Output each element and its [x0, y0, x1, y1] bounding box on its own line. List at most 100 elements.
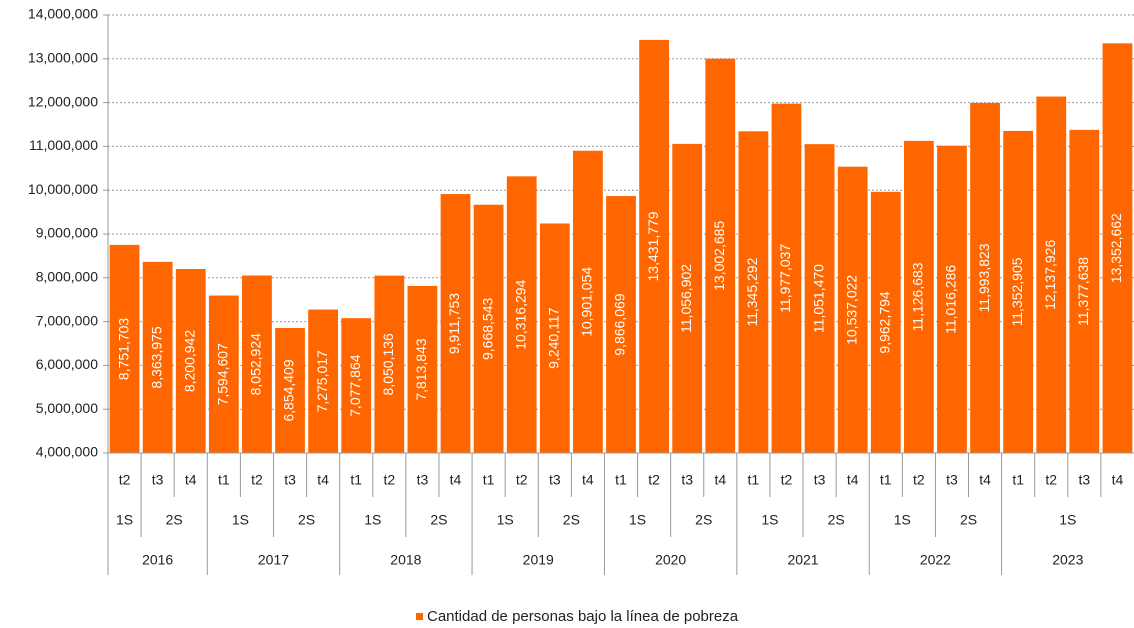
value-label: 13,431,779: [645, 211, 661, 281]
bar: [639, 39, 669, 453]
bar: [407, 285, 438, 453]
bar: [837, 166, 868, 453]
bar: [1069, 129, 1100, 454]
bar: [506, 176, 537, 454]
semester-label: 2S: [960, 512, 977, 528]
x-tick-label: t4: [317, 472, 329, 488]
y-tick-label: 8,000,000: [36, 269, 98, 285]
x-tick-label: t4: [450, 472, 462, 488]
semester-label: 2S: [828, 512, 845, 528]
bar: [1036, 96, 1067, 453]
value-label: 11,051,470: [810, 264, 826, 333]
x-tick-label: t4: [582, 472, 594, 488]
value-label: 8,200,942: [181, 330, 197, 392]
value-label: 7,813,843: [413, 338, 429, 400]
bar: [341, 318, 372, 453]
y-tick-label: 14,000,000: [28, 6, 98, 22]
x-tick-label: t1: [748, 472, 760, 488]
y-tick-label: 9,000,000: [36, 225, 98, 241]
semester-label: 1S: [894, 512, 911, 528]
legend-label: Cantidad de personas bajo la línea de po…: [427, 608, 739, 625]
value-label: 11,993,823: [976, 243, 992, 312]
bar: [573, 150, 603, 454]
bar: [771, 103, 802, 454]
value-label: 10,316,294: [512, 279, 528, 349]
year-label: 2017: [258, 552, 289, 568]
bar: [142, 261, 173, 453]
bar: [473, 204, 504, 453]
x-tick-label: t4: [714, 472, 726, 488]
x-tick-label: t4: [979, 472, 991, 488]
value-label: 9,240,117: [546, 307, 562, 368]
bar: [937, 145, 967, 453]
semester-label: 1S: [116, 512, 133, 528]
bar: [440, 194, 471, 453]
x-tick-label: t3: [152, 472, 164, 488]
bar: [870, 191, 901, 453]
value-label: 11,977,037: [777, 244, 793, 313]
value-label: 9,866,069: [612, 293, 628, 355]
x-tick-label: t4: [185, 472, 197, 488]
semester-label: 2S: [166, 512, 183, 528]
year-label: 2018: [390, 552, 421, 568]
value-label: 8,751,703: [115, 318, 131, 380]
x-tick-label: t3: [946, 472, 958, 488]
value-label: 11,056,902: [678, 264, 694, 333]
x-tick-label: t2: [119, 472, 131, 488]
legend-swatch: [416, 613, 423, 620]
value-label: 11,352,905: [1009, 257, 1025, 326]
value-label: 11,126,683: [910, 262, 926, 331]
y-tick-label: 13,000,000: [28, 50, 98, 66]
value-label: 9,911,753: [446, 293, 462, 354]
semester-label: 2S: [298, 512, 315, 528]
value-label: 12,137,926: [1042, 240, 1058, 310]
bar: [672, 143, 703, 453]
x-tick-label: t1: [880, 472, 892, 488]
x-tick-label: t3: [814, 472, 826, 488]
y-tick-label: 12,000,000: [28, 93, 98, 109]
bar: [705, 58, 736, 453]
x-tick-label: t2: [251, 472, 263, 488]
x-tick-label: t2: [383, 472, 395, 488]
value-label: 8,050,136: [380, 333, 396, 395]
y-tick-label: 7,000,000: [36, 312, 98, 328]
x-tick-label: t3: [1079, 472, 1091, 488]
year-label: 2023: [1052, 552, 1083, 568]
value-label: 9,962,794: [876, 291, 892, 353]
bar: [1102, 43, 1133, 454]
year-label: 2022: [920, 552, 951, 568]
year-label: 2020: [655, 552, 686, 568]
y-tick-label: 4,000,000: [36, 444, 98, 460]
y-tick-label: 5,000,000: [36, 400, 98, 416]
bar: [175, 268, 206, 453]
semester-label: 1S: [629, 512, 646, 528]
bar: [308, 309, 339, 453]
semester-label: 1S: [232, 512, 249, 528]
value-label: 8,363,975: [148, 326, 164, 388]
x-tick-label: t1: [615, 472, 627, 488]
x-tick-label: t3: [681, 472, 693, 488]
x-tick-label: t3: [417, 472, 429, 488]
semester-label: 2S: [695, 512, 712, 528]
value-label: 10,901,054: [579, 267, 595, 337]
x-tick-label: t1: [1012, 472, 1024, 488]
value-label: 13,002,685: [711, 221, 727, 291]
bar: [374, 275, 405, 453]
semester-label: 1S: [364, 512, 381, 528]
value-label: 7,275,017: [314, 350, 330, 412]
y-tick-label: 10,000,000: [28, 181, 98, 197]
year-label: 2021: [787, 552, 818, 568]
bar: [242, 275, 272, 453]
bar: [109, 244, 140, 453]
x-tick-label: t2: [1045, 472, 1057, 488]
value-label: 11,016,286: [943, 265, 959, 334]
bar: [539, 223, 570, 453]
semester-label: 1S: [497, 512, 514, 528]
x-tick-label: t1: [350, 472, 362, 488]
semester-label: 1S: [1059, 512, 1076, 528]
x-tick-label: t3: [284, 472, 296, 488]
semester-label: 1S: [761, 512, 778, 528]
bar: [275, 327, 305, 453]
x-tick-label: t4: [847, 472, 859, 488]
